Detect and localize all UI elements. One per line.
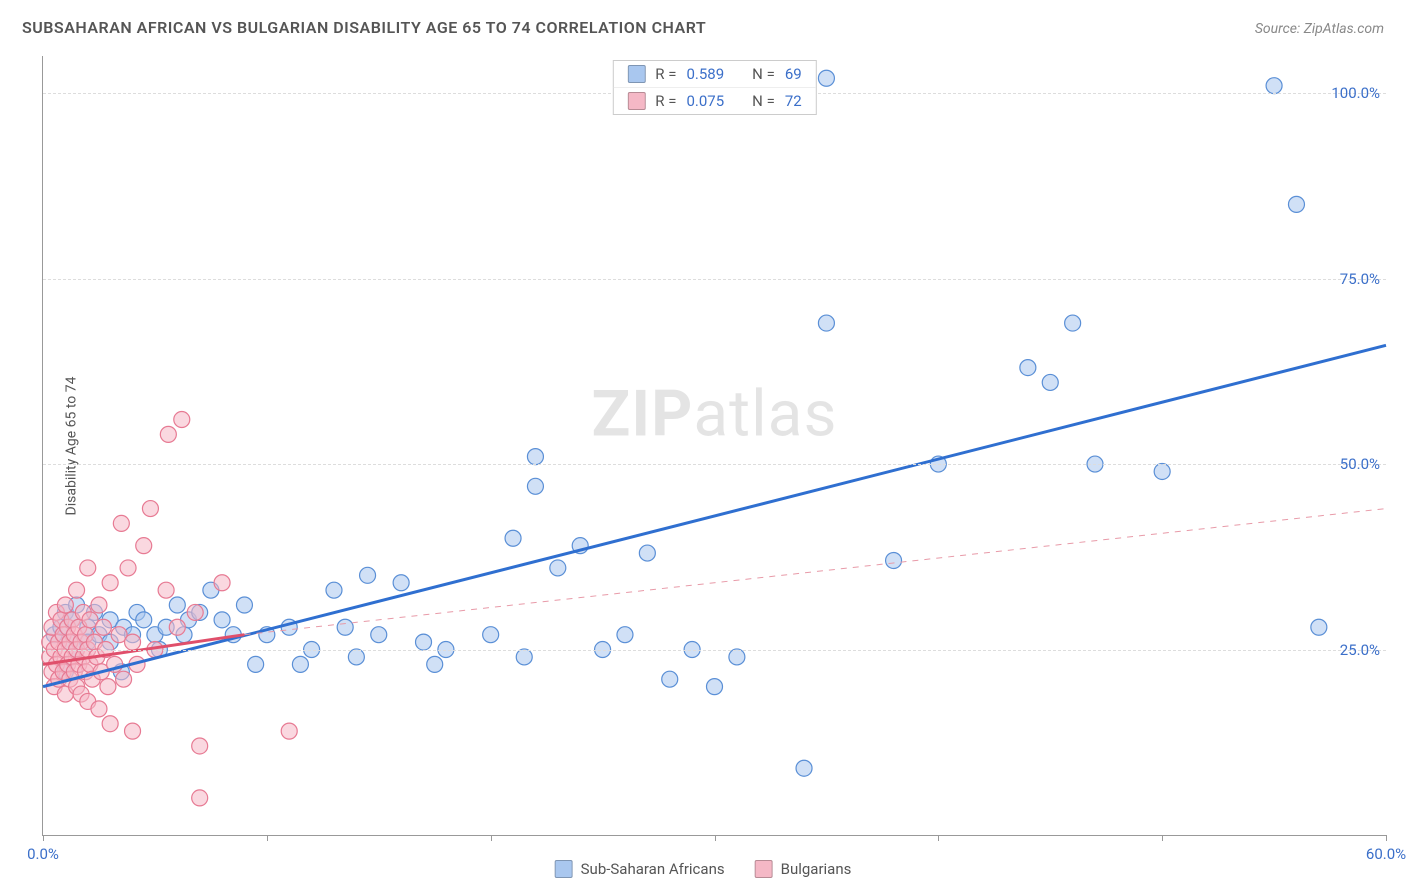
stats-row-series-2: R = 0.075 N = 72 xyxy=(613,87,815,114)
r-value: 0.075 xyxy=(686,92,724,110)
source-prefix: Source: xyxy=(1255,21,1304,37)
r-value: 0.589 xyxy=(686,65,724,83)
y-tick-label: 25.0% xyxy=(1334,641,1380,659)
x-tick-label: 60.0% xyxy=(1366,845,1406,863)
legend-label: Sub-Saharan Africans xyxy=(581,860,725,878)
swatch-series-2 xyxy=(755,860,773,878)
y-tick-label: 50.0% xyxy=(1334,455,1380,473)
y-tick-label: 75.0% xyxy=(1334,270,1380,288)
r-label: R = xyxy=(655,65,676,83)
n-label: N = xyxy=(752,65,775,83)
x-tick-label: 0.0% xyxy=(27,845,59,863)
legend-item-series-1: Sub-Saharan Africans xyxy=(555,860,725,878)
n-value: 72 xyxy=(785,92,802,110)
n-label: N = xyxy=(752,92,775,110)
swatch-series-1 xyxy=(627,65,645,83)
y-tick-label: 100.0% xyxy=(1325,84,1380,102)
legend-item-series-2: Bulgarians xyxy=(755,860,852,878)
plot-area: ZIPatlas R = 0.589 N = 69 R = 0.075 N = … xyxy=(42,56,1386,836)
n-value: 69 xyxy=(785,65,802,83)
legend-label: Bulgarians xyxy=(781,860,852,878)
stats-row-series-1: R = 0.589 N = 69 xyxy=(613,61,815,87)
source-name: ZipAtlas.com xyxy=(1304,21,1384,37)
swatch-series-1 xyxy=(555,860,573,878)
series-legend: Sub-Saharan Africans Bulgarians xyxy=(555,860,852,878)
scatter-svg xyxy=(43,56,1386,835)
swatch-series-2 xyxy=(627,92,645,110)
r-label: R = xyxy=(655,92,676,110)
source-credit: Source: ZipAtlas.com xyxy=(1255,21,1384,37)
title-bar: SUBSAHARAN AFRICAN VS BULGARIAN DISABILI… xyxy=(22,18,1384,37)
stats-legend: R = 0.589 N = 69 R = 0.075 N = 72 xyxy=(612,60,816,115)
chart-title: SUBSAHARAN AFRICAN VS BULGARIAN DISABILI… xyxy=(22,18,706,37)
